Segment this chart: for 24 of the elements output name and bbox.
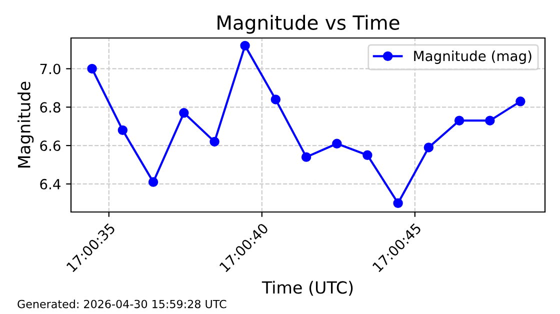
x-axis-title: Time (UTC): [262, 280, 353, 296]
legend-label: Magnitude (mag): [414, 50, 532, 64]
y-tick-label: 7.0: [40, 64, 60, 74]
point: [210, 136, 220, 147]
point: [148, 177, 158, 187]
text: Generated: 2026-04-30 15:59:28 UTC: [18, 300, 226, 308]
y-axis-title: Magnitude: [18, 82, 34, 168]
point: [240, 40, 250, 51]
y-tick-label: 6.6: [40, 140, 60, 152]
point: [454, 116, 464, 126]
point: [118, 125, 128, 136]
point: [270, 94, 281, 104]
point: [332, 138, 342, 148]
point: [301, 152, 312, 162]
y-tick-label: 6.4: [40, 178, 60, 190]
point: [362, 150, 372, 160]
point: [393, 198, 403, 208]
point: [87, 64, 97, 74]
chart-title: Magnitude vs Time: [218, 14, 400, 34]
point: [516, 96, 526, 106]
point: [424, 142, 434, 152]
y-tick-label: 6.8: [40, 102, 60, 113]
point: [485, 116, 495, 126]
point: [179, 108, 189, 118]
